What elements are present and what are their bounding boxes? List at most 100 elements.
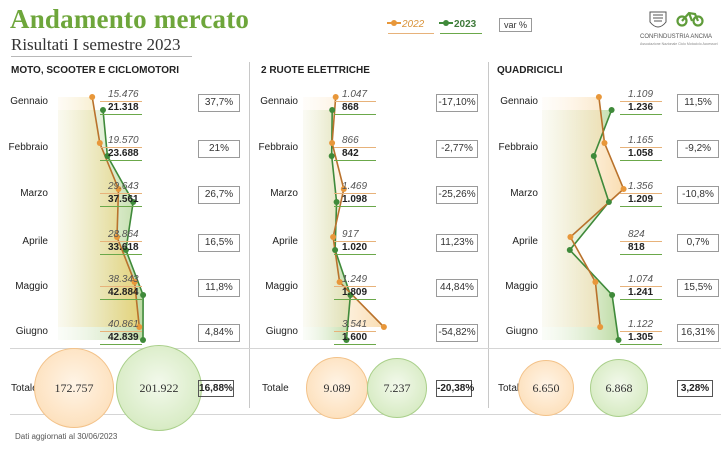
value-2022-underline-elettriche-4 xyxy=(334,286,376,287)
area-2022-moto xyxy=(58,97,140,327)
value-2023-underline-moto-3 xyxy=(100,254,142,255)
total-var-pct-elettriche: -20,38% xyxy=(436,380,474,397)
var-pct-elettriche-4: 44,84% xyxy=(436,279,478,297)
legend-2023-marker xyxy=(439,20,453,27)
total-label-elettriche: Totale xyxy=(262,383,289,394)
point-2022-elettriche-3 xyxy=(330,234,337,240)
subtitle-underline xyxy=(11,56,192,57)
value-2022-underline-quadricicli-4 xyxy=(620,286,662,287)
value-2022-quadricicli-1: 1.165 xyxy=(628,135,654,146)
value-2023-elettriche-5: 1.600 xyxy=(342,332,368,343)
value-2022-underline-moto-3 xyxy=(100,241,142,242)
var-pct-elettriche-0: -17,10% xyxy=(436,94,478,112)
value-2022-moto-5: 40.861 xyxy=(108,319,139,330)
point-2022-moto-1 xyxy=(96,140,103,146)
value-2023-underline-moto-4 xyxy=(100,299,142,300)
point-2023-moto-4 xyxy=(140,292,147,298)
value-2022-quadricicli-4: 1.074 xyxy=(628,274,654,285)
value-2022-underline-moto-5 xyxy=(100,331,142,332)
month-label-elettriche-1: Febbraio xyxy=(258,142,298,153)
value-2023-elettriche-3: 1.020 xyxy=(342,242,368,253)
value-2023-underline-elettriche-5 xyxy=(334,344,376,345)
value-2023-elettriche-4: 1.809 xyxy=(342,287,368,298)
value-2023-underline-quadricicli-0 xyxy=(620,114,662,115)
month-label-quadricicli-2: Marzo xyxy=(510,188,538,199)
value-2022-underline-elettriche-5 xyxy=(334,331,376,332)
value-2023-moto-1: 23.688 xyxy=(108,148,139,159)
value-2022-underline-quadricicli-1 xyxy=(620,147,662,148)
value-2022-underline-moto-1 xyxy=(100,147,142,148)
value-2022-elettriche-5: 3.541 xyxy=(342,319,368,330)
line-2022-elettriche xyxy=(331,96,385,328)
legend-2022-marker xyxy=(387,20,401,27)
var-pct-moto-4: 11,8% xyxy=(198,279,240,297)
footer-note: Dati aggiornati al 30/06/2023 xyxy=(15,432,118,441)
value-2022-moto-4: 38.343 xyxy=(108,274,139,285)
value-2023-underline-elettriche-3 xyxy=(334,254,376,255)
point-2022-moto-2 xyxy=(115,186,122,192)
value-2022-quadricicli-2: 1.356 xyxy=(628,181,654,192)
value-2023-underline-quadricicli-5 xyxy=(620,344,662,345)
var-pct-quadricicli-1: -9,2% xyxy=(677,140,719,158)
value-2023-moto-2: 37.561 xyxy=(108,194,139,205)
line-2023-moto xyxy=(102,109,144,341)
point-2023-elettriche-3 xyxy=(332,247,339,253)
value-2023-quadricicli-3: 818 xyxy=(628,242,645,253)
value-2023-underline-quadricicli-4 xyxy=(620,299,662,300)
value-2022-elettriche-0: 1.047 xyxy=(342,89,368,100)
point-2023-quadricicli-3 xyxy=(566,247,573,253)
point-2023-quadricicli-4 xyxy=(609,292,616,298)
point-2023-quadricicli-2 xyxy=(605,199,612,205)
page-title: Andamento mercato xyxy=(10,4,250,34)
var-pct-moto-3: 16,5% xyxy=(198,234,240,252)
var-pct-moto-5: 4,84% xyxy=(198,324,240,342)
month-label-elettriche-4: Maggio xyxy=(265,281,298,292)
var-pct-moto-2: 26,7% xyxy=(198,186,240,204)
month-label-quadricicli-1: Febbraio xyxy=(498,142,538,153)
value-2023-underline-moto-2 xyxy=(100,206,142,207)
value-2023-moto-5: 42.839 xyxy=(108,332,139,343)
section-divider-1 xyxy=(249,62,250,408)
value-2023-underline-moto-5 xyxy=(100,344,142,345)
month-label-quadricicli-5: Giugno xyxy=(505,326,538,337)
point-2022-quadricicli-5 xyxy=(597,324,604,330)
value-2022-underline-elettriche-2 xyxy=(334,193,376,194)
confindustria-ancma-logo xyxy=(649,11,704,28)
legend-2022-underline xyxy=(388,33,434,34)
point-2022-quadricicli-2 xyxy=(620,186,627,192)
section-title-elettriche: 2 RUOTE ELETTRICHE xyxy=(261,65,370,76)
point-2023-elettriche-0 xyxy=(329,107,336,113)
total-2022-elettriche: 9.089 xyxy=(306,357,368,419)
point-2022-quadricicli-0 xyxy=(595,94,602,100)
point-2022-moto-5 xyxy=(136,324,143,330)
value-2022-moto-1: 19.570 xyxy=(108,135,139,146)
value-2022-quadricicli-0: 1.109 xyxy=(628,89,654,100)
var-percent-legend: var % xyxy=(499,18,533,32)
value-2022-elettriche-2: 1.469 xyxy=(342,181,368,192)
value-2023-underline-moto-1 xyxy=(100,160,142,161)
point-2023-moto-1 xyxy=(104,153,111,159)
month-label-elettriche-5: Giugno xyxy=(265,326,298,337)
point-2023-elettriche-4 xyxy=(347,292,354,298)
var-pct-elettriche-2: -25,26% xyxy=(436,186,478,204)
point-2023-elettriche-2 xyxy=(333,199,340,205)
value-2023-underline-quadricicli-1 xyxy=(620,160,662,161)
value-2022-underline-quadricicli-3 xyxy=(620,241,662,242)
section-title-moto: MOTO, SCOOTER E CICLOMOTORI xyxy=(11,65,179,76)
value-2022-elettriche-4: 1.249 xyxy=(342,274,368,285)
point-2022-quadricicli-3 xyxy=(567,234,574,240)
point-2022-moto-0 xyxy=(89,94,96,100)
value-2022-moto-3: 28.864 xyxy=(108,229,139,240)
point-2022-elettriche-1 xyxy=(329,140,336,146)
total-label-moto: Totale xyxy=(11,383,38,394)
var-pct-quadricicli-3: 0,7% xyxy=(677,234,719,252)
value-2023-quadricicli-4: 1.241 xyxy=(628,287,654,298)
total-2023-moto: 201.922 xyxy=(116,345,202,431)
legend-2023-underline xyxy=(440,33,482,34)
month-label-elettriche-0: Gennaio xyxy=(260,96,298,107)
legend-2023: 2023 xyxy=(439,19,476,30)
var-pct-quadricicli-5: 16,31% xyxy=(677,324,719,342)
month-label-moto-5: Giugno xyxy=(15,326,48,337)
total-var-pct-quadricicli: 3,28% xyxy=(677,380,713,397)
value-2023-moto-0: 21.318 xyxy=(108,102,139,113)
